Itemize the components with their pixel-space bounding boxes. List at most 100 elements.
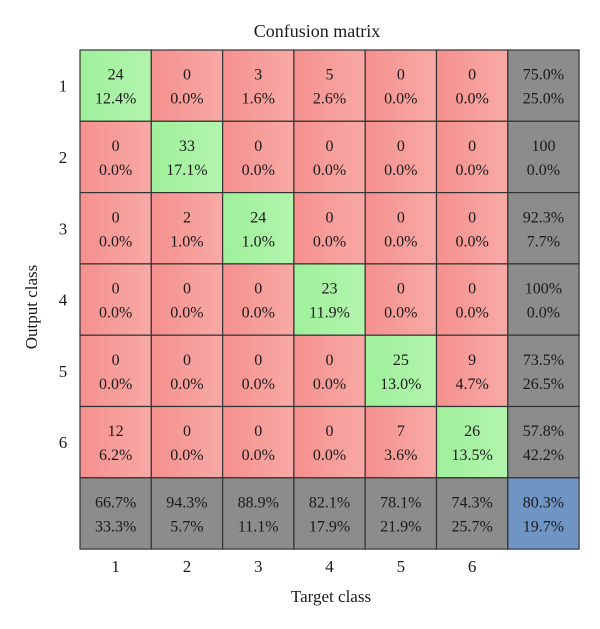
col-summary-cell-4-primary: 82.1% bbox=[309, 494, 350, 511]
matrix-cell-r4-c5-bg bbox=[364, 263, 438, 336]
matrix-cell-r5-c3-secondary: 0.0% bbox=[242, 376, 275, 393]
matrix-cell-r5-c5: 25 13.0% bbox=[364, 334, 438, 408]
matrix-cell-r1-c4-bg bbox=[293, 49, 366, 122]
matrix-cell-r1-c2-primary: 0 bbox=[183, 67, 191, 84]
matrix-cell-r3-c5-bg bbox=[364, 192, 438, 265]
row-summary-cell-4-secondary: 0.0% bbox=[527, 305, 560, 322]
col-summary-cell-5-primary: 78.1% bbox=[380, 494, 421, 511]
matrix-cell-r4-c4: 23 11.9% bbox=[293, 263, 366, 336]
col-summary-cell-6-secondary: 25.7% bbox=[451, 518, 492, 535]
matrix-cell-r4-c3-bg bbox=[222, 263, 295, 336]
y-tick-label-1: 1 bbox=[59, 77, 68, 96]
matrix-cell-r2-c5: 0 0.0% bbox=[364, 120, 438, 194]
matrix-cell-r3-c4: 0 0.0% bbox=[293, 192, 366, 265]
matrix-cell-r1-c5-primary: 0 bbox=[397, 67, 405, 84]
col-summary-cell-6-bg bbox=[435, 477, 509, 550]
matrix-cell-r1-c2-bg bbox=[150, 49, 224, 122]
x-tick-label-4: 4 bbox=[325, 557, 334, 576]
row-summary-cell-6-secondary: 42.2% bbox=[523, 447, 564, 464]
overall-accuracy-cell: 80.3% 19.7% bbox=[507, 477, 580, 550]
matrix-cell-r5-c5-primary: 25 bbox=[393, 352, 409, 369]
y-tick-label-3: 3 bbox=[59, 219, 68, 238]
row-summary-cell-2: 100 0.0% bbox=[507, 120, 580, 194]
matrix-cell-r3-c2-bg bbox=[150, 192, 224, 265]
matrix-cell-r1-c6-bg bbox=[435, 49, 509, 122]
matrix-cell-r5-c5-secondary: 13.0% bbox=[380, 376, 421, 393]
matrix-cell-r1-c1: 24 12.4% bbox=[79, 49, 152, 122]
col-summary-cell-2-bg bbox=[150, 477, 224, 550]
matrix-cell-r3-c2-secondary: 1.0% bbox=[170, 233, 203, 250]
col-summary-cell-1-primary: 66.7% bbox=[95, 494, 136, 511]
matrix-cell-r6-c4-bg bbox=[293, 405, 366, 479]
matrix-cell-r2-c6-secondary: 0.0% bbox=[455, 162, 488, 179]
matrix-cell-r5-c2-bg bbox=[150, 334, 224, 408]
matrix-cell-r5-c4-secondary: 0.0% bbox=[313, 376, 346, 393]
matrix-cell-r6-c2: 0 0.0% bbox=[150, 405, 224, 479]
matrix-cell-r5-c4-bg bbox=[293, 334, 366, 408]
matrix-cell-r1-c4: 5 2.6% bbox=[293, 49, 366, 122]
row-summary-cell-1-bg bbox=[507, 49, 580, 122]
col-summary-cell-1: 66.7% 33.3% bbox=[79, 477, 152, 550]
matrix-cell-r2-c1-secondary: 0.0% bbox=[99, 162, 132, 179]
col-summary-cell-1-secondary: 33.3% bbox=[95, 518, 136, 535]
row-summary-cell-1-secondary: 25.0% bbox=[523, 91, 564, 108]
matrix-cell-r6-c4-primary: 0 bbox=[326, 423, 334, 440]
matrix-cell-r3-c6-bg bbox=[435, 192, 509, 265]
row-summary-cell-5: 73.5% 26.5% bbox=[507, 334, 580, 408]
matrix-cell-r3-c6: 0 0.0% bbox=[435, 192, 509, 265]
matrix-cell-r2-c5-primary: 0 bbox=[397, 138, 405, 155]
col-summary-cell-5-secondary: 21.9% bbox=[380, 518, 421, 535]
matrix-cell-r5-c1-primary: 0 bbox=[112, 352, 120, 369]
matrix-cell-r3-c5-primary: 0 bbox=[397, 209, 405, 226]
matrix-cell-r2-c2-bg bbox=[150, 120, 224, 194]
matrix-cell-r6-c1-bg bbox=[79, 405, 152, 479]
matrix-cell-r2-c4-secondary: 0.0% bbox=[313, 162, 346, 179]
row-summary-cell-5-primary: 73.5% bbox=[523, 352, 564, 369]
matrix-cell-r3-c4-secondary: 0.0% bbox=[313, 233, 346, 250]
matrix-cell-r1-c4-primary: 5 bbox=[326, 67, 334, 84]
matrix-cell-r2-c3-secondary: 0.0% bbox=[242, 162, 275, 179]
matrix-cell-r4-c3-primary: 0 bbox=[254, 281, 262, 298]
matrix-cell-r5-c1-bg bbox=[79, 334, 152, 408]
matrix-cell-r2-c3: 0 0.0% bbox=[222, 120, 295, 194]
y-tick-label-2: 2 bbox=[59, 148, 68, 167]
col-summary-cell-3: 88.9% 11.1% bbox=[222, 477, 295, 550]
row-summary-cell-4: 100% 0.0% bbox=[507, 263, 580, 336]
matrix-cell-r1-c6-secondary: 0.0% bbox=[455, 91, 488, 108]
row-summary-cell-3-primary: 92.3% bbox=[523, 209, 564, 226]
matrix-cell-r6-c6-bg bbox=[435, 405, 509, 479]
col-summary-cell-3-secondary: 11.1% bbox=[238, 518, 279, 535]
matrix-cell-r5-c1-secondary: 0.0% bbox=[99, 376, 132, 393]
matrix-cell-r6-c5: 7 3.6% bbox=[364, 405, 438, 479]
chart-title: Confusion matrix bbox=[254, 21, 381, 41]
col-summary-cell-5: 78.1% 21.9% bbox=[364, 477, 438, 550]
col-summary-cell-4-bg bbox=[293, 477, 366, 550]
matrix-cell-r5-c3-primary: 0 bbox=[254, 352, 262, 369]
matrix-cell-r3-c5: 0 0.0% bbox=[364, 192, 438, 265]
matrix-cell-r2-c1: 0 0.0% bbox=[79, 120, 152, 194]
matrix-cell-r2-c1-primary: 0 bbox=[112, 138, 120, 155]
matrix-cell-r1-c3-secondary: 1.6% bbox=[242, 91, 275, 108]
matrix-cell-r6-c3-bg bbox=[222, 405, 295, 479]
matrix-cell-r4-c1-secondary: 0.0% bbox=[99, 305, 132, 322]
matrix-cell-r6-c3: 0 0.0% bbox=[222, 405, 295, 479]
matrix-cell-r4-c1: 0 0.0% bbox=[79, 263, 152, 336]
matrix-cell-r2-c4-bg bbox=[293, 120, 366, 194]
matrix-cell-r5-c4: 0 0.0% bbox=[293, 334, 366, 408]
matrix-cell-r6-c4-secondary: 0.0% bbox=[313, 447, 346, 464]
matrix-cell-r2-c2-secondary: 17.1% bbox=[166, 162, 207, 179]
matrix-cell-r1-c2: 0 0.0% bbox=[150, 49, 224, 122]
matrix-cell-r4-c5-secondary: 0.0% bbox=[384, 305, 417, 322]
row-summary-cell-6: 57.8% 42.2% bbox=[507, 405, 580, 479]
col-summary-cell-3-primary: 88.9% bbox=[238, 494, 279, 511]
matrix-cell-r4-c5: 0 0.0% bbox=[364, 263, 438, 336]
matrix-cell-r2-c6-primary: 0 bbox=[468, 138, 476, 155]
col-summary-cell-2-primary: 94.3% bbox=[166, 494, 207, 511]
matrix-cell-r5-c3-bg bbox=[222, 334, 295, 408]
row-summary-cell-2-bg bbox=[507, 120, 580, 194]
col-summary-cell-1-bg bbox=[79, 477, 152, 550]
matrix-cell-r6-c5-bg bbox=[364, 405, 438, 479]
matrix-cell-r6-c4: 0 0.0% bbox=[293, 405, 366, 479]
matrix-cell-r1-c1-primary: 24 bbox=[108, 67, 124, 84]
